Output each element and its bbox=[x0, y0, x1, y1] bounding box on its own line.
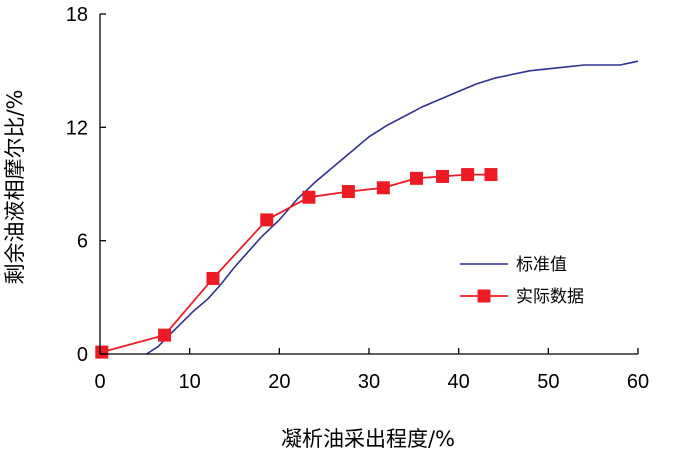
tick-layer: 0 10 20 30 40 50 60 0 6 12 18 bbox=[66, 4, 649, 393]
y-axis-title: 剩余油液相摩尔比/% bbox=[3, 89, 27, 284]
legend-label-1: 标准值 bbox=[516, 255, 567, 275]
y-tick-label: 6 bbox=[77, 231, 88, 253]
legend-marker bbox=[477, 289, 491, 303]
data-point bbox=[436, 169, 450, 183]
data-point bbox=[158, 328, 172, 342]
data-point bbox=[461, 168, 475, 182]
data-point bbox=[376, 181, 390, 195]
legend-label-2: 实际数据 bbox=[516, 287, 584, 307]
series-line-1 bbox=[146, 60, 639, 355]
x-tick-label: 20 bbox=[268, 371, 290, 393]
x-tick-label: 0 bbox=[94, 371, 105, 393]
y-tick-label: 12 bbox=[66, 117, 88, 139]
data-point bbox=[302, 190, 316, 204]
y-tick-label: 0 bbox=[77, 344, 88, 366]
x-tick-label: 10 bbox=[179, 371, 201, 393]
data-point bbox=[95, 345, 109, 359]
x-tick-label: 50 bbox=[537, 371, 559, 393]
data-point bbox=[260, 213, 274, 227]
data-point bbox=[484, 168, 498, 182]
x-axis-title: 凝析油采出程度/% bbox=[281, 427, 455, 451]
x-tick-label: 60 bbox=[627, 371, 649, 393]
data-point bbox=[341, 185, 355, 199]
data-point bbox=[410, 171, 424, 185]
series-layer bbox=[95, 60, 639, 359]
x-tick-label: 30 bbox=[358, 371, 380, 393]
y-tick-label: 18 bbox=[66, 4, 88, 26]
x-tick-label: 40 bbox=[448, 371, 470, 393]
data-point bbox=[206, 271, 220, 285]
